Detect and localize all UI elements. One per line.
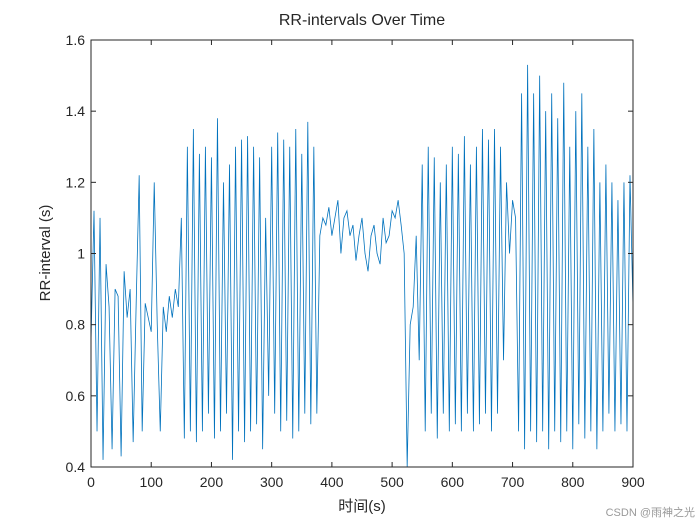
x-tick-label: 300 [260, 474, 284, 490]
x-tick-label: 600 [441, 474, 465, 490]
x-tick-label: 400 [320, 474, 344, 490]
x-tick-label: 700 [501, 474, 525, 490]
x-tick-label: 100 [140, 474, 164, 490]
data-line [90, 64, 634, 468]
watermark: CSDN @雨神之光 [606, 505, 695, 519]
y-axis-label: RR-interval (s) [37, 205, 54, 302]
x-tick-label: 200 [200, 474, 224, 490]
y-tick-label: 0.6 [66, 388, 86, 404]
y-tick-label: 1 [77, 246, 85, 262]
y-tick-label: 1.6 [66, 32, 86, 48]
x-axis-label: 时间(s) [338, 498, 386, 515]
chart-title: RR-intervals Over Time [279, 12, 445, 29]
y-tick-label: 1.4 [66, 103, 86, 119]
x-tick-label: 0 [87, 474, 95, 490]
y-tick-label: 0.4 [66, 459, 86, 475]
y-tick-label: 1.2 [66, 174, 86, 190]
x-tick-label: 500 [380, 474, 404, 490]
x-tick-label: 900 [621, 474, 645, 490]
x-tick-label: 800 [561, 474, 585, 490]
y-tick-label: 0.8 [66, 317, 86, 333]
